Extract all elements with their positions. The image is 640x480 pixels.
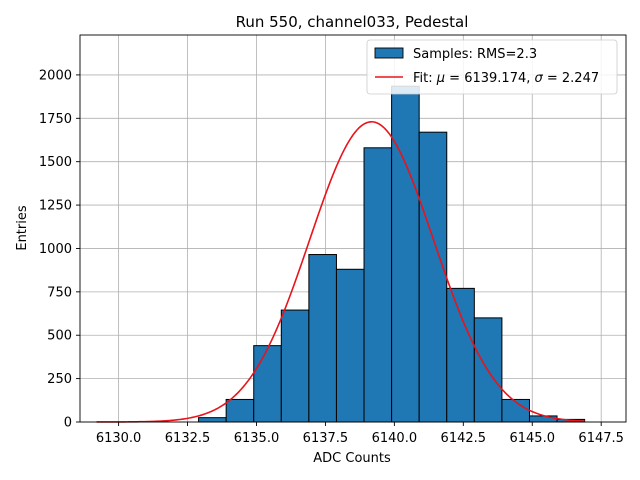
histogram-bar bbox=[363, 147, 393, 423]
legend: Samples: RMS=2.3 Fit: μ = 6139.174, σ = … bbox=[366, 39, 618, 95]
y-tick-label: 2000 bbox=[39, 68, 72, 83]
x-tick-label: 6132.5 bbox=[165, 431, 211, 446]
legend-fit-prefix: Fit: bbox=[413, 71, 437, 86]
legend-histogram-label: Samples: RMS=2.3 bbox=[413, 47, 537, 62]
histogram-bar bbox=[225, 398, 255, 423]
legend-fit-label: Fit: μ = 6139.174, σ = 2.247 bbox=[413, 71, 599, 86]
y-tick-label: 1750 bbox=[39, 112, 72, 127]
legend-fit-sigma-symbol: σ bbox=[535, 71, 544, 86]
legend-fit-sigma-value: = 2.247 bbox=[543, 71, 599, 86]
y-tick-label: 500 bbox=[47, 329, 72, 344]
histogram-bar bbox=[280, 309, 310, 423]
x-tick-label: 6137.5 bbox=[303, 431, 349, 446]
histogram-bar bbox=[418, 131, 448, 423]
histogram-bar bbox=[391, 85, 420, 423]
x-tick-label: 6147.5 bbox=[578, 431, 624, 446]
chart-title: Run 550, channel033, Pedestal bbox=[236, 13, 469, 31]
legend-fit-mu-symbol: μ bbox=[436, 71, 445, 86]
histogram-bar bbox=[253, 345, 282, 423]
histogram-bar bbox=[308, 254, 337, 423]
x-tick-label: 6145.0 bbox=[509, 431, 555, 446]
histogram-bar bbox=[198, 417, 227, 423]
x-tick-label: 6130.0 bbox=[96, 431, 142, 446]
y-tick-label: 750 bbox=[47, 285, 72, 300]
y-axis: 0 250 500 750 1000 1250 1500 1750 2000 bbox=[39, 68, 80, 431]
y-tick-label: 1500 bbox=[39, 155, 72, 170]
x-tick-label: 6140.0 bbox=[372, 431, 418, 446]
y-tick-label: 250 bbox=[47, 372, 72, 387]
y-axis-label: Entries bbox=[15, 205, 30, 251]
histogram-bar bbox=[446, 287, 475, 423]
y-tick-label: 0 bbox=[64, 416, 72, 431]
y-tick-label: 1000 bbox=[39, 242, 72, 257]
histogram-bar bbox=[528, 415, 558, 423]
legend-histogram-swatch bbox=[374, 47, 404, 59]
plot-frame bbox=[79, 34, 627, 423]
x-axis: 6130.0 6132.5 6135.0 6137.5 6140.0 6142.5 6145… bbox=[96, 422, 624, 446]
histogram-bar bbox=[335, 268, 365, 423]
x-tick-label: 6135.0 bbox=[234, 431, 280, 446]
histogram-bars bbox=[198, 85, 586, 423]
legend-frame bbox=[366, 39, 618, 95]
x-axis-label: ADC Counts bbox=[313, 451, 391, 466]
legend-fit-mu-value: = 6139.174, bbox=[445, 71, 534, 86]
y-tick-label: 1250 bbox=[39, 199, 72, 214]
x-tick-label: 6142.5 bbox=[441, 431, 487, 446]
fit-curve bbox=[96, 120, 585, 423]
